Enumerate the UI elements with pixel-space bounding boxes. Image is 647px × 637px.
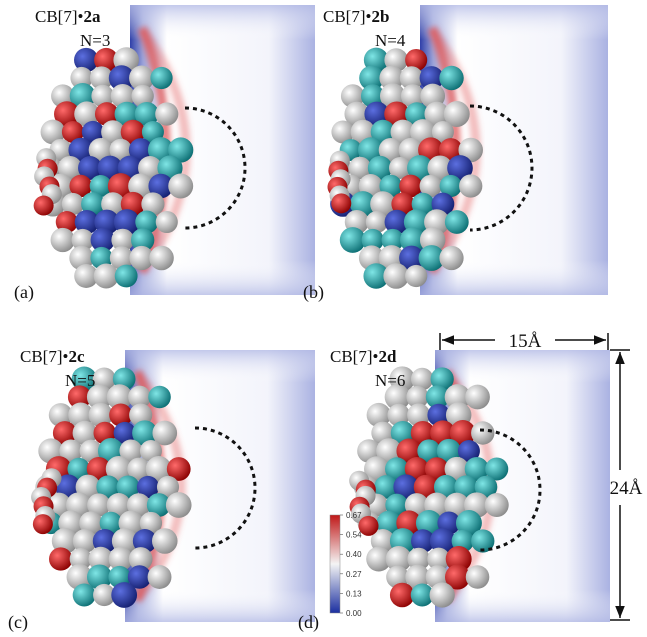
colorbar-scale bbox=[330, 515, 340, 613]
panel-label: (a) bbox=[14, 282, 34, 303]
panel-label: (b) bbox=[303, 282, 324, 303]
atom bbox=[439, 246, 463, 270]
colorbar-label: 0.00 bbox=[346, 609, 362, 618]
atom bbox=[148, 565, 172, 589]
atom bbox=[49, 547, 72, 570]
atom bbox=[466, 565, 490, 589]
atom bbox=[430, 582, 455, 607]
atom bbox=[150, 67, 172, 89]
title-prefix: CB[7]• bbox=[330, 347, 378, 366]
colorbar-label: 0.67 bbox=[346, 511, 362, 520]
atom bbox=[155, 102, 178, 125]
molecule bbox=[349, 366, 509, 607]
panel-title: CB[7]•2c bbox=[20, 347, 85, 366]
panel: CB[7]•2c N=5 (c) bbox=[8, 347, 315, 632]
width-label: 15Å bbox=[509, 331, 542, 352]
compound: 2c bbox=[68, 347, 85, 366]
atom bbox=[152, 528, 178, 554]
atom bbox=[331, 193, 351, 213]
atom bbox=[115, 265, 138, 288]
molecule bbox=[34, 47, 194, 288]
atom bbox=[405, 265, 427, 287]
atom bbox=[111, 582, 137, 608]
atom bbox=[465, 385, 490, 410]
height-label: 24Å bbox=[610, 478, 643, 499]
panel-title: CB[7]•2b bbox=[323, 7, 389, 26]
atom bbox=[148, 386, 171, 409]
atom bbox=[471, 421, 494, 444]
panel-n: N=4 bbox=[375, 31, 406, 50]
atom bbox=[459, 174, 482, 197]
atom bbox=[445, 210, 469, 234]
compound: 2a bbox=[83, 7, 101, 26]
panel-title: CB[7]•2a bbox=[35, 7, 101, 26]
panel-title: CB[7]•2d bbox=[330, 347, 397, 366]
panel-n: N=3 bbox=[80, 31, 110, 50]
molecule bbox=[327, 48, 482, 289]
atom bbox=[51, 228, 75, 252]
title-prefix: CB[7]• bbox=[35, 7, 83, 26]
panel-label: (c) bbox=[8, 612, 28, 632]
panel: CB[7]•2b N=4 (b) bbox=[303, 5, 608, 303]
atom bbox=[485, 493, 509, 517]
figure: CB[7]•2aN=3(a)CB[7]•2bN=4(b)CB[7]•2cN=5(… bbox=[0, 0, 647, 632]
atom bbox=[73, 584, 96, 607]
title-prefix: CB[7]• bbox=[20, 347, 68, 366]
title-prefix: CB[7]• bbox=[323, 7, 371, 26]
atom bbox=[166, 492, 192, 518]
panel-n: N=5 bbox=[65, 371, 95, 390]
compound: 2b bbox=[371, 7, 389, 26]
atom bbox=[439, 66, 463, 90]
colorbar-label: 0.13 bbox=[346, 589, 362, 598]
compound: 2d bbox=[378, 347, 397, 366]
atom bbox=[33, 514, 53, 534]
atom bbox=[34, 196, 54, 216]
atom bbox=[168, 174, 193, 199]
atom bbox=[156, 211, 178, 233]
panel-n: N=6 bbox=[375, 371, 405, 390]
panel: CB[7]•2d N=6 (d) bbox=[298, 347, 610, 632]
molecule bbox=[31, 367, 191, 608]
colorbar-label: 0.27 bbox=[346, 570, 362, 579]
colorbar-label: 0.54 bbox=[346, 531, 362, 540]
panel: CB[7]•2a N=3 (a) bbox=[14, 5, 315, 303]
atom bbox=[149, 246, 174, 271]
colorbar: 0.67 0.54 0.40 0.27 0.13 0.00 bbox=[330, 511, 362, 618]
colorbar-label: 0.40 bbox=[346, 550, 362, 559]
panel-label: (d) bbox=[298, 612, 319, 632]
